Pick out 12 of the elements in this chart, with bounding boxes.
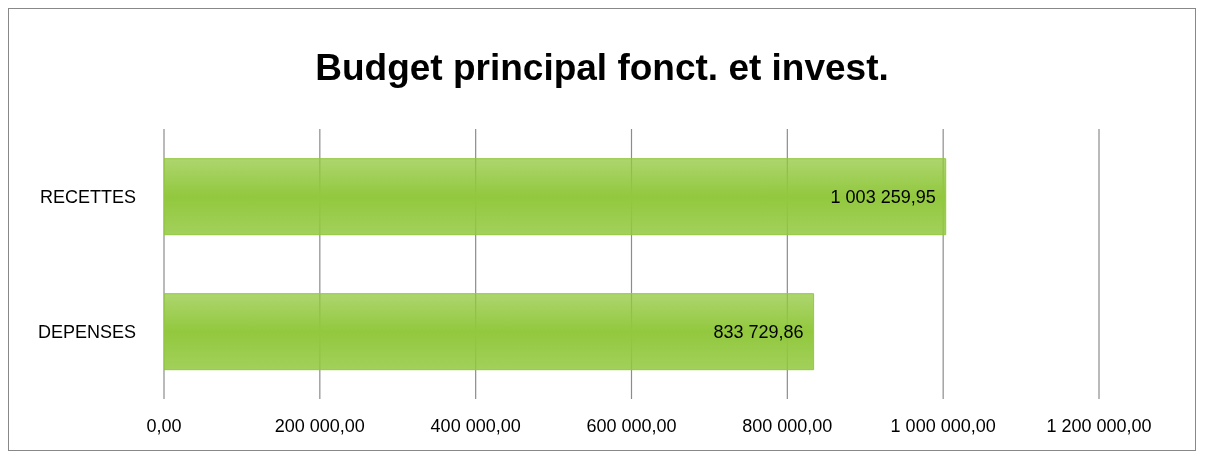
chart-title: Budget principal fonct. et invest. <box>314 46 890 89</box>
x-tick-label: 0,00 <box>146 415 182 436</box>
x-tick-label: 800 000,00 <box>742 415 833 436</box>
x-tick-label: 400 000,00 <box>430 415 521 436</box>
x-tick-label: 1 000 000,00 <box>890 415 996 436</box>
data-label: 833 729,86 <box>713 322 804 343</box>
x-tick-label: 600 000,00 <box>586 415 677 436</box>
x-tick-label: 1 200 000,00 <box>1046 415 1152 436</box>
data-label: 1 003 259,95 <box>830 187 936 208</box>
y-tick-label: DEPENSES <box>37 321 136 342</box>
y-tick-label: RECETTES <box>39 186 136 207</box>
x-tick-label: 200 000,00 <box>274 415 365 436</box>
